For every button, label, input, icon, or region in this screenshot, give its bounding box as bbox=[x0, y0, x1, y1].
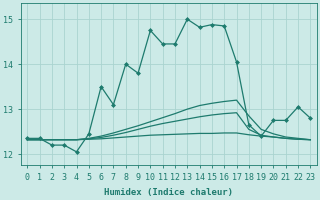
X-axis label: Humidex (Indice chaleur): Humidex (Indice chaleur) bbox=[104, 188, 233, 197]
